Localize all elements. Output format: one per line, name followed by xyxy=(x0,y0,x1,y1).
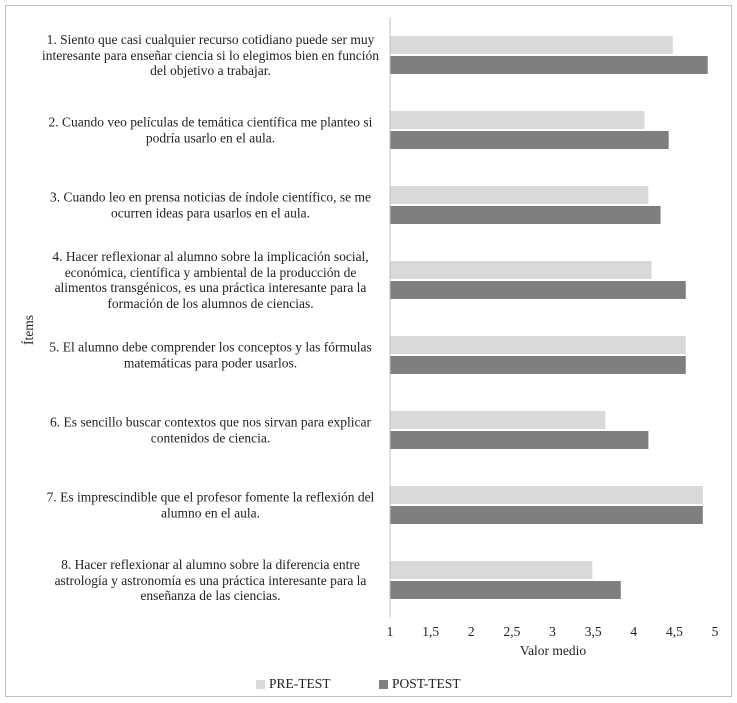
x-tick-label: 2,5 xyxy=(503,624,520,639)
x-tick-label: 3,5 xyxy=(585,624,602,639)
legend-swatch xyxy=(256,680,265,689)
x-tick-label: 4 xyxy=(630,624,637,639)
category-label: 8. Hacer reflexionar al alumno sobre la … xyxy=(54,556,367,603)
category-label: 3. Cuando leo en prensa noticias de índo… xyxy=(50,189,371,221)
legend-swatch xyxy=(379,680,388,689)
x-tick-label: 1,5 xyxy=(422,624,439,639)
category-label: 7. Es imprescindible que el profesor fom… xyxy=(46,489,375,521)
bar xyxy=(390,36,673,54)
bar xyxy=(390,261,652,279)
bar xyxy=(390,356,686,374)
bar xyxy=(390,561,593,579)
category-label: 1. Siento que casi cualquier recurso cot… xyxy=(42,31,379,78)
bar xyxy=(390,56,708,74)
x-tick-label: 5 xyxy=(712,624,719,639)
bar xyxy=(390,281,686,299)
x-tick-label: 4,5 xyxy=(666,624,683,639)
bar xyxy=(390,186,649,204)
x-tick-label: 2 xyxy=(468,624,475,639)
bar xyxy=(390,411,606,429)
x-tick-label: 1 xyxy=(387,624,394,639)
legend-label: PRE-TEST xyxy=(269,676,331,691)
bar xyxy=(390,581,621,599)
chart-border xyxy=(5,5,732,697)
bar xyxy=(390,206,661,224)
bar xyxy=(390,111,645,129)
bar xyxy=(390,431,649,449)
bar xyxy=(390,486,703,504)
category-label: 5. El alumno debe comprender los concept… xyxy=(49,339,372,371)
y-axis-label: Ítems xyxy=(21,315,36,345)
legend-label: POST-TEST xyxy=(392,676,461,691)
bar xyxy=(390,336,686,354)
category-label: 6. Es sencillo buscar contextos que nos … xyxy=(50,414,371,446)
category-label: 2. Cuando veo películas de temática cien… xyxy=(48,114,373,146)
x-tick-label: 3 xyxy=(549,624,556,639)
bar xyxy=(390,506,703,524)
x-axis-label: Valor medio xyxy=(520,643,587,658)
bar xyxy=(390,131,669,149)
category-label: 4. Hacer reflexionar al alumno sobre la … xyxy=(52,249,369,311)
